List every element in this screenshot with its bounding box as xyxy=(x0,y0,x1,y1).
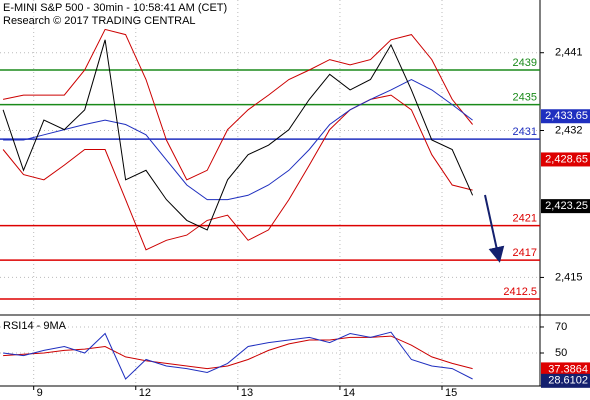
level-label: 2435 xyxy=(513,91,537,103)
y-tick-label: 2,415 xyxy=(555,271,583,283)
level-label: 2439 xyxy=(513,57,537,69)
price-tag-label: 2,428.65 xyxy=(545,153,588,165)
x-tick-label: 9 xyxy=(37,387,43,399)
series-line xyxy=(2,28,473,181)
chart-title: E-MINI S&P 500 - 30min - 10:58:41 AM (CE… xyxy=(3,2,227,14)
x-tick-label: 12 xyxy=(139,387,151,399)
series-line xyxy=(3,78,473,201)
series-line xyxy=(3,331,473,380)
series-line xyxy=(3,335,473,370)
y-tick-label: 50 xyxy=(555,347,567,359)
forecast-arrow xyxy=(484,194,505,263)
series-line xyxy=(2,39,474,231)
level-label: 2431 xyxy=(513,126,537,138)
y-tick-label: 2,432 xyxy=(555,124,583,136)
price-tag xyxy=(541,362,590,377)
y-tick-label: 70 xyxy=(555,321,567,333)
chart-subtitle: Research © 2017 TRADING CENTRAL xyxy=(3,15,196,27)
series-line xyxy=(2,94,473,251)
level-label: 2417 xyxy=(513,247,537,259)
price-tag-label: 2,433.65 xyxy=(545,110,588,122)
price-tag-label: 28.6102 xyxy=(548,375,588,387)
level-label: 2412.5 xyxy=(503,286,537,298)
price-tag xyxy=(541,199,590,214)
price-tag-label: 2,423.25 xyxy=(545,200,588,212)
y-tick-label: 2,441 xyxy=(555,47,583,59)
price-tag-label: 37.3864 xyxy=(548,363,588,375)
price-tag xyxy=(541,152,590,167)
price-tag xyxy=(541,373,590,388)
level-label: 2421 xyxy=(513,212,537,224)
rsi-title: RSI14 - 9MA xyxy=(3,320,67,332)
price-tag xyxy=(541,109,590,124)
x-tick-label: 14 xyxy=(343,387,355,399)
x-tick-label: 13 xyxy=(241,387,253,399)
x-tick-label: 15 xyxy=(445,387,457,399)
